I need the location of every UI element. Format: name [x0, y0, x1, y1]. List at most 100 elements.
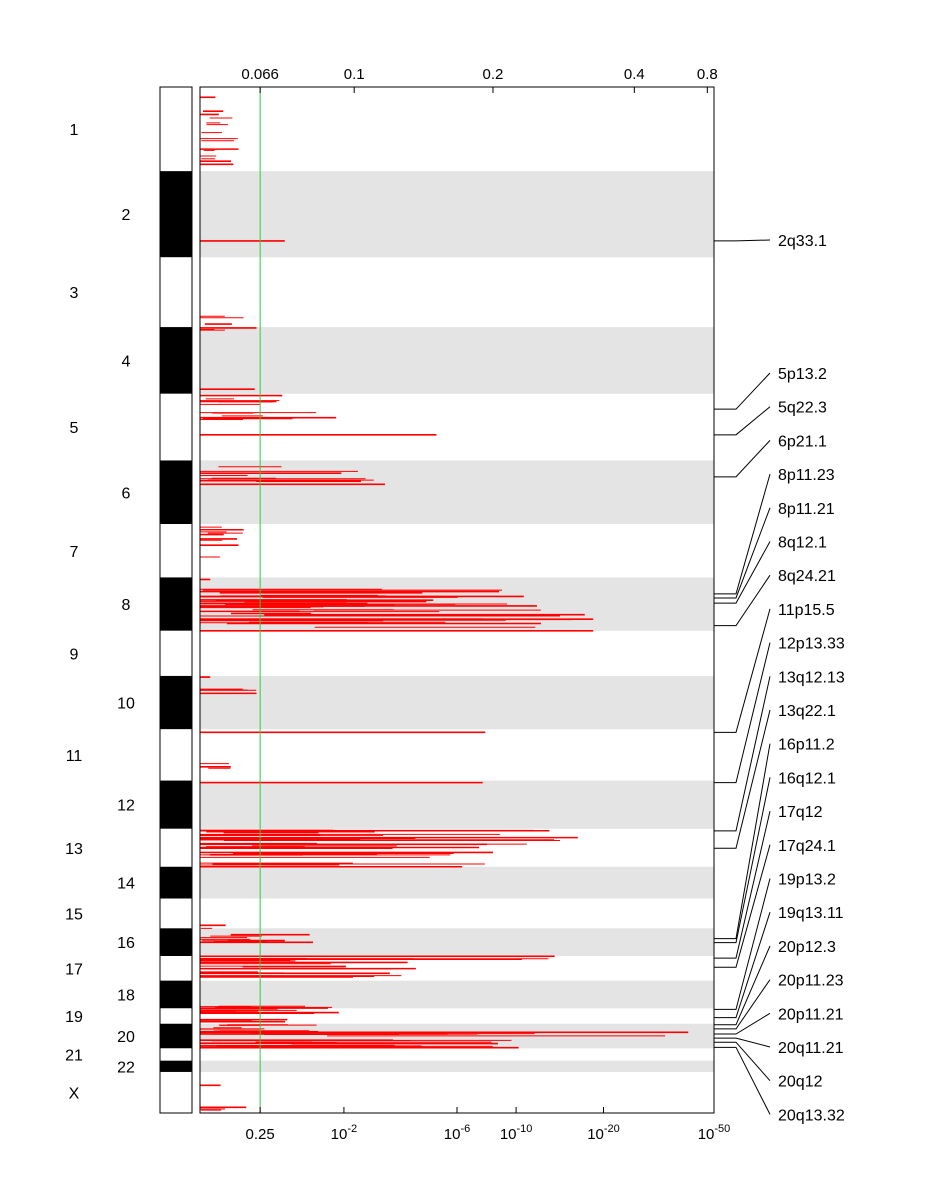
peak-leader-line: [714, 574, 771, 627]
chromosome-label-15: 15: [65, 906, 83, 923]
ideogram-segment-2: [160, 171, 192, 258]
peak-leader-line: [714, 239, 771, 242]
chromosome-band-2: [200, 171, 714, 258]
peak-label: 5p13.2: [778, 366, 827, 383]
ideogram-segment-6: [160, 460, 192, 525]
chromosome-label-X: X: [69, 1085, 80, 1102]
ideogram-segment-19: [160, 1008, 192, 1024]
bottom-tick-label: 10-10: [500, 1123, 533, 1143]
ideogram-segment-16: [160, 928, 192, 957]
ideogram-segment-10: [160, 675, 192, 730]
chromosome-label-12: 12: [117, 798, 135, 815]
peak-label: 5q22.3: [778, 400, 827, 417]
peak-label: 13q12.13: [778, 669, 845, 686]
peak-leader-line: [714, 372, 771, 410]
peak-leader-line: [714, 507, 771, 599]
ideogram-segment-12: [160, 780, 192, 829]
peak-label: 2q33.1: [778, 233, 827, 250]
chromosome-label-7: 7: [70, 544, 79, 561]
chromosome-label-10: 10: [117, 696, 135, 713]
peak-label: 8p11.23: [778, 467, 835, 484]
ideogram-segment-8: [160, 577, 192, 631]
peak-leader-line: [714, 709, 771, 849]
peak-label: 17q12: [778, 804, 823, 821]
chromosome-label-22: 22: [117, 1059, 135, 1076]
ideogram-segment-11: [160, 729, 192, 781]
peak-label: 8q12.1: [778, 535, 827, 552]
peak-leader-line: [714, 810, 771, 959]
bottom-tick-label: 10-20: [587, 1123, 620, 1143]
peak-label: 6p21.1: [778, 433, 827, 450]
chromosome-label-4: 4: [122, 353, 131, 370]
peak-leader-line: [714, 1037, 771, 1048]
ideogram-segment-X: [160, 1071, 192, 1113]
ideogram-segment-18: [160, 980, 192, 1009]
chromosome-label-3: 3: [70, 285, 79, 302]
peak-label: 20q11.21: [778, 1040, 844, 1057]
ideogram-segment-15: [160, 898, 192, 929]
bottom-tick-label: 10-6: [444, 1123, 470, 1143]
chromosome-label-19: 19: [65, 1009, 83, 1026]
peak-label: 20q12: [778, 1074, 823, 1091]
ideogram-segment-17: [160, 956, 192, 981]
peak-leader-line: [714, 945, 771, 1026]
ideogram-frame: [159, 86, 193, 1114]
chromosome-band-10: [200, 675, 714, 730]
peak-leader-line: [714, 844, 771, 968]
peak-leader-line: [714, 473, 771, 595]
peak-label: 13q22.1: [778, 703, 836, 720]
chromosome-label-16: 16: [117, 935, 135, 952]
chromosome-label-2: 2: [122, 207, 131, 224]
chromosome-label-17: 17: [65, 961, 83, 978]
ideogram-segment-7: [160, 524, 192, 578]
peak-leader-line: [714, 743, 771, 940]
peak-leader-line: [714, 777, 771, 944]
chromosome-label-20: 20: [117, 1029, 135, 1046]
chromosome-band-18: [200, 980, 714, 1009]
peak-leader-line: [714, 912, 771, 1019]
chromosome-band-4: [200, 327, 714, 394]
ideogram-segment-20: [160, 1023, 192, 1049]
peak-leader-line: [714, 1046, 771, 1115]
chromosome-label-18: 18: [117, 987, 135, 1004]
chromosome-label-6: 6: [122, 485, 131, 502]
bottom-tick-label: 0.25: [246, 1126, 275, 1143]
peak-leader-line: [714, 1012, 771, 1035]
top-tick-label: 0.2: [483, 66, 504, 83]
top-tick-label: 0.4: [624, 66, 645, 83]
peak-label: 17q24.1: [778, 838, 836, 855]
peak-label: 20q13.32: [778, 1107, 845, 1124]
peak-label: 12p13.33: [778, 636, 845, 653]
peak-label: 19q13.11: [778, 905, 844, 922]
chromosome-band-22: [200, 1060, 714, 1072]
ideogram-segment-5: [160, 393, 192, 461]
ideogram-segment-22: [160, 1060, 192, 1072]
chromosome-label-9: 9: [70, 646, 79, 663]
peak-leader-line: [714, 541, 771, 604]
peak-label: 16q12.1: [778, 770, 836, 787]
chromosome-ideogram: [159, 86, 193, 1114]
peak-label: 20p12.3: [778, 939, 836, 956]
peak-leader-line: [714, 642, 771, 784]
bottom-tick-label: 10-2: [331, 1123, 357, 1143]
chromosome-bands: [200, 171, 714, 1072]
peak-leader-line: [714, 878, 771, 1010]
peak-labels: 2q33.1 5p13.2 5q22.3 6p21.1 8p11.23 8p11.21 8q…: [714, 233, 845, 1124]
peak-label: 8p11.21: [778, 501, 835, 518]
top-tick-label: 0.8: [697, 66, 718, 83]
peak-leader-line: [714, 676, 771, 832]
top-tick-label: 0.066: [241, 66, 279, 83]
peak-label: 11p15.5: [778, 602, 835, 619]
peak-label: 20p11.21: [778, 1006, 844, 1023]
ideogram-segment-21: [160, 1048, 192, 1061]
chromosome-band-6: [200, 460, 714, 525]
chromosome-band-12: [200, 780, 714, 829]
axes: 0.066 0.1 0.2 0.4 0.8 0.25 10-2 10-6 10-10 10-20 1…: [199, 66, 730, 1143]
peak-label: 20p11.23: [778, 973, 844, 990]
significance-segments: [200, 96, 689, 1111]
top-tick-label: 0.1: [344, 66, 365, 83]
chromosome-label-11: 11: [66, 748, 83, 765]
peak-leader-line: [714, 440, 771, 478]
